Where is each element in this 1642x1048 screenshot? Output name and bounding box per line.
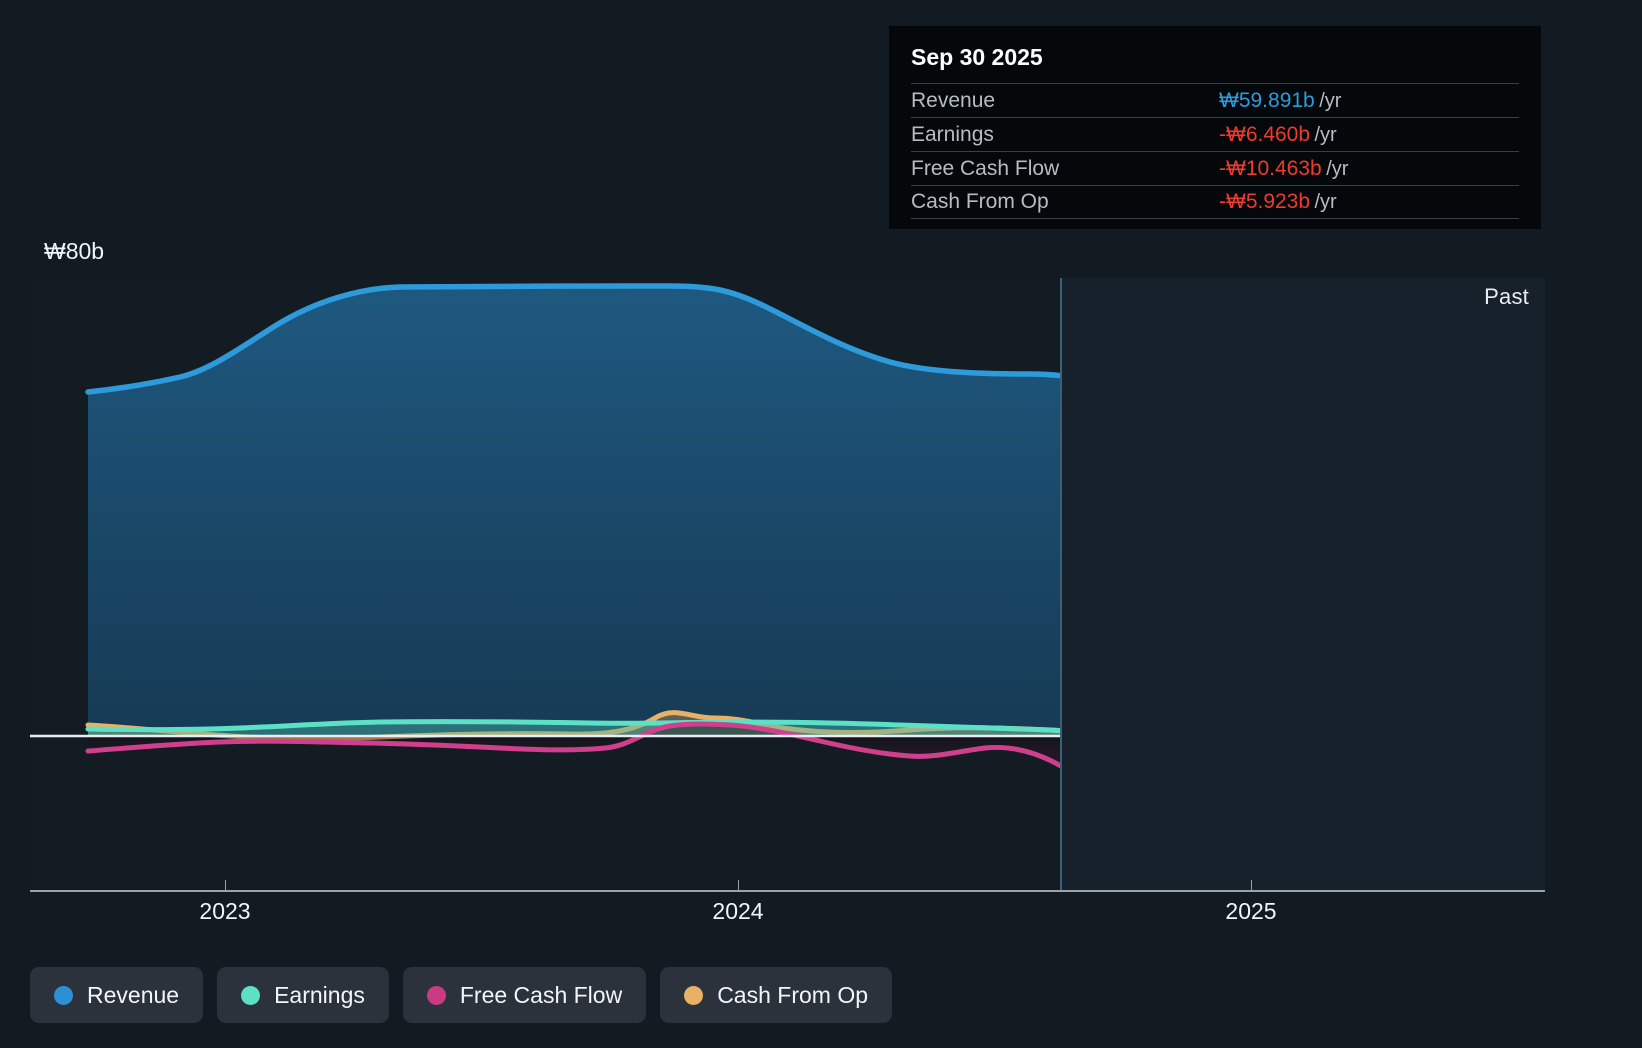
tooltip-row-cash-from-op: Cash From Op -₩5.923b /yr xyxy=(911,185,1519,219)
legend-label: Free Cash Flow xyxy=(459,981,623,1008)
tooltip-value-group: -₩6.460b /yr xyxy=(1219,123,1519,147)
plot-area: Past xyxy=(30,278,1545,890)
x-tick-label-2024: 2024 xyxy=(712,898,764,924)
legend-item-free-cash-flow[interactable]: Free Cash Flow xyxy=(402,967,647,1023)
x-tick-label-2023: 2023 xyxy=(199,898,251,924)
legend-dot-icon xyxy=(241,985,261,1005)
x-tick-2023 xyxy=(225,880,226,891)
tooltip-metric-value: -₩10.463b xyxy=(1219,156,1322,180)
tooltip-row-free-cash-flow: Free Cash Flow -₩10.463b /yr xyxy=(911,151,1519,185)
tooltip-date: Sep 30 2025 xyxy=(911,44,1043,70)
x-axis-line xyxy=(30,890,1545,892)
recent-period-band xyxy=(1060,278,1545,890)
legend-label: Earnings xyxy=(274,981,365,1008)
tooltip-metric-label: Free Cash Flow xyxy=(911,156,1060,180)
tooltip-metric-value: -₩6.460b xyxy=(1219,122,1311,146)
tooltip-metric-label: Cash From Op xyxy=(911,190,1049,213)
data-tooltip: Sep 30 2025 Revenue ₩59.891b /yr Earning… xyxy=(889,26,1541,229)
legend-dot-icon xyxy=(684,985,704,1005)
legend-label: Revenue xyxy=(87,981,180,1008)
x-tick-label-2025: 2025 xyxy=(1225,898,1277,924)
x-tick-2024 xyxy=(738,880,739,891)
tooltip-metric-value: -₩5.923b xyxy=(1219,190,1311,213)
x-tick-2025 xyxy=(1251,880,1252,891)
past-period-label: Past xyxy=(1484,284,1529,309)
chart-legend: Revenue Earnings Free Cash Flow Cash Fro… xyxy=(30,967,893,1023)
legend-label: Cash From Op xyxy=(717,981,869,1008)
legend-dot-icon xyxy=(426,985,446,1005)
tooltip-value-group: -₩10.463b /yr xyxy=(1219,157,1519,181)
tooltip-metric-unit: /yr xyxy=(1326,157,1349,180)
tooltip-row-earnings: Earnings -₩6.460b /yr xyxy=(911,117,1519,151)
tooltip-metric-label: Earnings xyxy=(911,122,994,146)
legend-item-revenue[interactable]: Revenue xyxy=(30,967,204,1023)
tooltip-metric-value: ₩59.891b xyxy=(1219,88,1315,112)
tooltip-value-group: -₩5.923b /yr xyxy=(1219,190,1519,214)
tooltip-row-revenue: Revenue ₩59.891b /yr xyxy=(911,83,1519,117)
tooltip-metric-unit: /yr xyxy=(1314,191,1337,213)
legend-dot-icon xyxy=(54,985,73,1005)
tooltip-metric-unit: /yr xyxy=(1314,123,1337,146)
tooltip-metric-unit: /yr xyxy=(1319,89,1342,112)
y-axis-label-top: ₩80b xyxy=(44,238,105,264)
past-divider-line xyxy=(1060,278,1062,890)
legend-item-earnings[interactable]: Earnings xyxy=(217,967,389,1023)
legend-item-cash-from-op[interactable]: Cash From Op xyxy=(660,967,893,1023)
tooltip-metric-label: Revenue xyxy=(911,88,996,112)
tooltip-value-group: ₩59.891b /yr xyxy=(1219,89,1519,113)
